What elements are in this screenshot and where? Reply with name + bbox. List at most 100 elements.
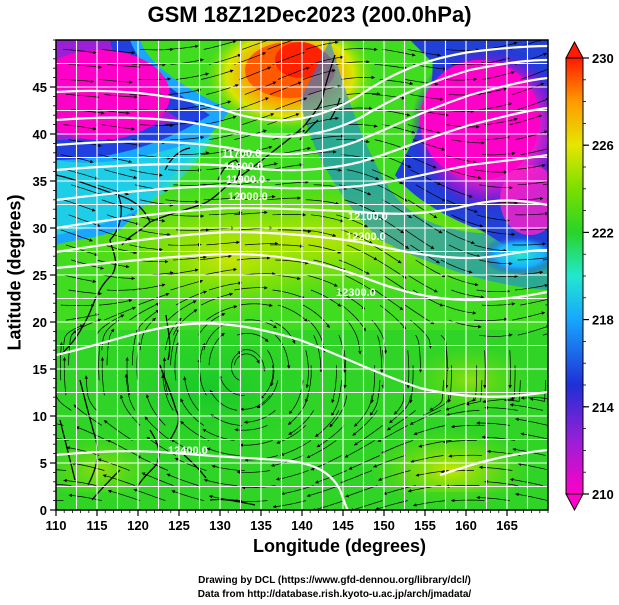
streamline (206, 447, 240, 456)
streamline (96, 314, 125, 336)
streamline (440, 334, 450, 372)
streamline (219, 374, 245, 396)
streamline (381, 440, 414, 454)
streamline (63, 124, 97, 131)
streamline (107, 489, 141, 501)
streamline (405, 229, 435, 250)
streamline (170, 135, 205, 140)
streamline (236, 332, 269, 343)
streamline (481, 302, 516, 306)
temperature-shading (56, 40, 548, 510)
streamline (352, 410, 378, 436)
streamline (316, 425, 345, 448)
streamline (206, 240, 240, 246)
streamline (101, 124, 136, 131)
colorbar-tick-label: 214 (592, 400, 614, 415)
streamline (256, 380, 279, 409)
streamline (198, 254, 232, 261)
streamline (415, 184, 446, 202)
streamline (201, 148, 235, 156)
streamline (410, 94, 444, 101)
streamline (407, 124, 441, 135)
streamline (346, 319, 362, 355)
streamline (379, 154, 412, 168)
streamline (405, 154, 437, 169)
streamline (71, 461, 105, 471)
streamline (451, 214, 484, 228)
credit-data: Data from http://database.rish.kyoto-u.a… (197, 589, 472, 600)
streamline (208, 281, 242, 291)
streamline (101, 49, 136, 55)
streamline (476, 495, 510, 501)
streamline (97, 458, 130, 471)
streamline (341, 304, 366, 332)
streamline (341, 229, 373, 245)
streamline (100, 357, 105, 396)
streamline (233, 499, 268, 503)
streamline (106, 64, 141, 69)
streamline (165, 199, 199, 204)
contour-label: 11800.0 (224, 161, 263, 173)
streamline (98, 229, 132, 241)
streamline (241, 40, 275, 50)
streamline (377, 184, 408, 202)
streamline (446, 48, 480, 52)
streamline (410, 169, 442, 186)
streamline (101, 274, 136, 281)
streamline (170, 214, 205, 218)
streamline (60, 303, 95, 308)
colorbar-max-arrow (565, 40, 584, 59)
streamline (65, 169, 99, 180)
colorbar-tick-label: 226 (592, 138, 614, 153)
streamline (277, 66, 310, 80)
streamline (161, 374, 174, 411)
x-axis-label: Longitude (degrees) (252, 536, 426, 556)
streamline (407, 199, 438, 219)
streamline (167, 300, 197, 321)
streamline (267, 196, 301, 201)
streamline (102, 474, 136, 486)
streamline (104, 169, 138, 180)
colorbar-tick-label: 210 (592, 487, 614, 502)
streamline (509, 114, 543, 125)
streamline (171, 490, 204, 501)
streamline (302, 304, 330, 328)
x-tick-label: 150 (373, 518, 395, 533)
streamline (275, 334, 291, 370)
streamline (473, 244, 508, 253)
streamline (476, 135, 511, 141)
streamline (310, 55, 344, 65)
streamline (382, 49, 416, 57)
streamline (68, 64, 103, 69)
streamline (280, 440, 312, 456)
streamline (68, 493, 102, 501)
streamline (371, 244, 402, 264)
streamline (242, 195, 276, 201)
streamline (63, 478, 97, 486)
streamline (174, 342, 180, 381)
streamline (99, 154, 133, 164)
streamline (175, 151, 210, 156)
streamline (269, 163, 304, 171)
streamline (451, 139, 485, 145)
streamline (509, 403, 543, 411)
streamline (56, 423, 64, 426)
streamline (180, 420, 210, 441)
streamline (549, 365, 554, 399)
streamline (344, 199, 376, 213)
streamline (63, 274, 97, 284)
streamline (374, 214, 405, 234)
streamline (520, 432, 548, 440)
colorbar-tick-label: 218 (592, 313, 614, 328)
streamline (231, 351, 242, 381)
streamline (267, 350, 275, 387)
streamline (239, 66, 272, 80)
streamline (165, 268, 199, 276)
streamline (484, 405, 518, 411)
y-tick-label: 25 (33, 268, 47, 283)
streamline (481, 70, 515, 80)
streamline (280, 485, 314, 496)
streamline (447, 365, 452, 403)
streamline (348, 455, 381, 470)
